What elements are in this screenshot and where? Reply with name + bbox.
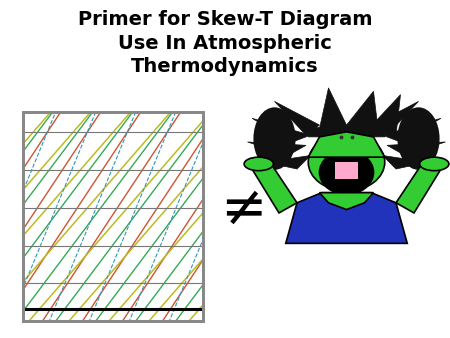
Polygon shape (252, 118, 310, 142)
Polygon shape (387, 142, 446, 155)
Ellipse shape (308, 134, 385, 191)
Polygon shape (266, 155, 310, 169)
Ellipse shape (244, 157, 274, 171)
Text: ≠: ≠ (220, 183, 266, 237)
Polygon shape (374, 101, 419, 135)
Bar (22, 112, 202, 321)
Polygon shape (369, 95, 400, 135)
Ellipse shape (320, 150, 374, 194)
Polygon shape (248, 142, 306, 155)
Ellipse shape (398, 108, 439, 169)
Ellipse shape (420, 157, 449, 171)
Polygon shape (346, 91, 378, 128)
Bar (22, 112, 202, 321)
Polygon shape (396, 162, 441, 213)
Ellipse shape (254, 108, 295, 169)
Polygon shape (382, 118, 441, 142)
Polygon shape (320, 193, 374, 210)
Text: Primer for Skew-T Diagram
Use In Atmospheric
Thermodynamics: Primer for Skew-T Diagram Use In Atmosph… (78, 10, 372, 76)
Polygon shape (335, 162, 358, 179)
Bar (22, 112, 202, 321)
Polygon shape (308, 125, 385, 137)
Polygon shape (274, 101, 320, 135)
Polygon shape (252, 162, 297, 213)
Polygon shape (382, 155, 428, 169)
Polygon shape (286, 193, 407, 243)
Polygon shape (308, 132, 385, 157)
Polygon shape (320, 88, 346, 128)
